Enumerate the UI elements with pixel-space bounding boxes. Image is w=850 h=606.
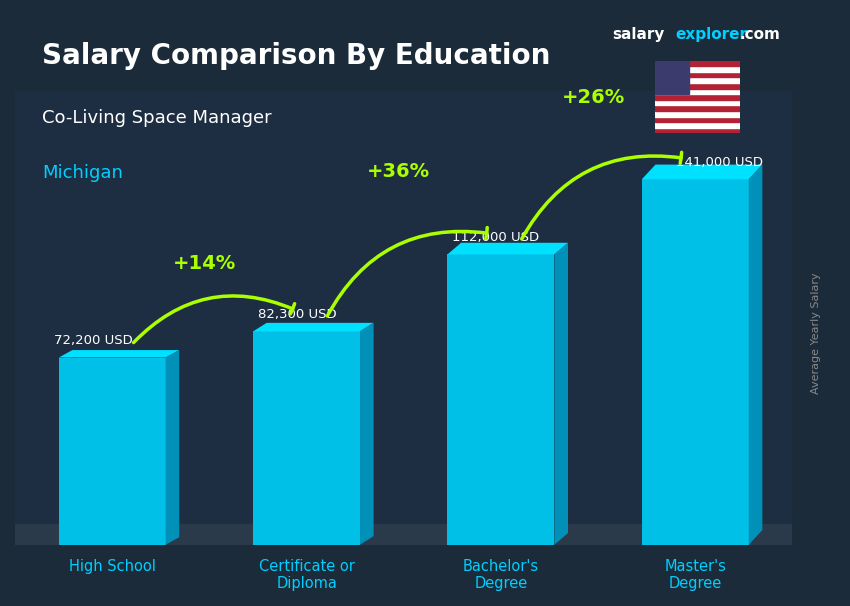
Bar bbox=[59, 358, 166, 545]
Text: Co-Living Space Manager: Co-Living Space Manager bbox=[42, 109, 272, 127]
Bar bbox=[253, 331, 360, 545]
Bar bbox=[654, 111, 740, 116]
Polygon shape bbox=[642, 165, 762, 179]
Text: .com: .com bbox=[740, 27, 780, 42]
Text: Average Yearly Salary: Average Yearly Salary bbox=[811, 273, 821, 394]
Text: 82,300 USD: 82,300 USD bbox=[258, 308, 337, 321]
Polygon shape bbox=[749, 165, 762, 545]
Text: 72,200 USD: 72,200 USD bbox=[54, 334, 133, 347]
Bar bbox=[654, 61, 688, 94]
Polygon shape bbox=[360, 323, 374, 545]
Bar bbox=[654, 88, 740, 94]
Text: +36%: +36% bbox=[367, 162, 430, 181]
Bar bbox=[654, 116, 740, 122]
Text: +26%: +26% bbox=[562, 87, 625, 107]
Bar bbox=[654, 66, 740, 72]
Polygon shape bbox=[253, 323, 374, 331]
Bar bbox=[654, 128, 740, 133]
Text: 141,000 USD: 141,000 USD bbox=[676, 156, 762, 169]
Bar bbox=[654, 94, 740, 100]
Bar bbox=[447, 255, 554, 545]
Bar bbox=[15, 524, 792, 545]
Bar bbox=[654, 100, 740, 105]
Text: salary: salary bbox=[612, 27, 665, 42]
Text: 112,000 USD: 112,000 USD bbox=[452, 231, 540, 244]
Text: Salary Comparison By Education: Salary Comparison By Education bbox=[42, 42, 551, 70]
Bar bbox=[654, 72, 740, 78]
Bar bbox=[654, 83, 740, 88]
Polygon shape bbox=[447, 243, 568, 255]
Text: explorer: explorer bbox=[676, 27, 748, 42]
Text: +14%: +14% bbox=[173, 255, 236, 273]
Bar bbox=[642, 179, 749, 545]
Bar bbox=[654, 61, 740, 66]
Bar bbox=[654, 122, 740, 128]
Bar bbox=[654, 78, 740, 83]
Polygon shape bbox=[166, 350, 179, 545]
Polygon shape bbox=[554, 243, 568, 545]
Text: Michigan: Michigan bbox=[42, 164, 123, 182]
Polygon shape bbox=[59, 350, 179, 358]
Bar bbox=[654, 105, 740, 111]
